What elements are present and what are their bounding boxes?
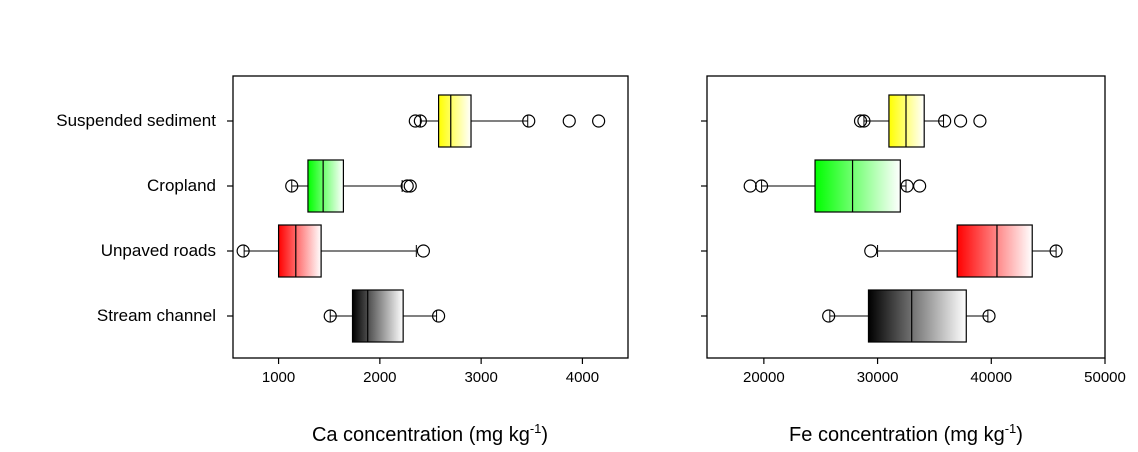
- category-label-cropland: Cropland: [147, 176, 216, 195]
- outlier-point: [400, 179, 414, 193]
- outlier-point: [973, 114, 987, 128]
- ca-x-axis-ticks: 1000 2000 3000 4000: [227, 120, 599, 386]
- outlier-point: [403, 179, 417, 193]
- outlier-point: [982, 309, 996, 323]
- outlier-point: [822, 309, 836, 323]
- ca-x-tick-label: 2000: [363, 369, 396, 386]
- ca-plot-frame: [232, 75, 629, 359]
- ca-x-axis-title: Ca concentration (mg kg-1): [312, 421, 548, 446]
- fe-box-cropland: [743, 159, 927, 213]
- ca-box-suspended-sediment: [408, 94, 606, 148]
- outlier-point: [864, 244, 878, 258]
- outlier-point: [913, 179, 927, 193]
- ca-boxes: [236, 94, 606, 343]
- fe-plot-frame: [706, 75, 1106, 359]
- outlier-point: [857, 114, 871, 128]
- outlier-point: [416, 244, 431, 258]
- iqr-box: [438, 94, 472, 148]
- outlier-point: [323, 309, 337, 323]
- iqr-box: [814, 159, 901, 213]
- outlier-point: [562, 114, 576, 128]
- fe-boxes: [743, 94, 1063, 343]
- outlier-point: [432, 309, 446, 323]
- outlier-point: [592, 114, 606, 128]
- category-label-unpaved-roads: Unpaved roads: [101, 241, 216, 260]
- outlier-point: [853, 114, 868, 128]
- outlier-point: [408, 114, 422, 128]
- ca-box-stream-channel: [323, 289, 446, 343]
- ca-box-unpaved-roads: [236, 224, 431, 278]
- iqr-box: [277, 224, 322, 278]
- fe-x-tick-label: 50000: [1084, 369, 1126, 386]
- fe-box-suspended-sediment: [853, 94, 987, 148]
- ca-x-tick-label: 4000: [566, 369, 599, 386]
- fe-x-axis-ticks: 20000 30000 40000 50000: [701, 120, 1126, 386]
- iqr-box: [956, 224, 1033, 278]
- iqr-box: [351, 289, 404, 343]
- category-label-suspended-sediment: Suspended sediment: [56, 111, 216, 130]
- ca-category-labels: Suspended sediment Cropland Unpaved road…: [56, 111, 216, 325]
- ca-x-tick-label: 3000: [464, 369, 497, 386]
- fe-x-tick-label: 30000: [857, 369, 899, 386]
- fe-x-tick-label: 20000: [743, 369, 785, 386]
- outlier-point: [522, 114, 536, 128]
- outlier-point: [1049, 244, 1063, 258]
- outlier-point: [285, 179, 299, 193]
- fe-box-stream-channel: [822, 289, 996, 343]
- ca-box-cropland: [285, 159, 417, 213]
- category-label-stream-channel: Stream channel: [97, 306, 216, 325]
- outlier-point: [938, 114, 952, 128]
- fe-panel: 20000 30000 40000 50000 Fe concentration (m…: [701, 75, 1126, 446]
- ca-panel: Suspended sediment Cropland Unpaved road…: [56, 75, 629, 446]
- outlier-point: [953, 114, 968, 128]
- outlier-point: [236, 244, 250, 258]
- fe-x-tick-label: 40000: [970, 369, 1012, 386]
- iqr-box: [307, 159, 344, 213]
- fe-x-axis-title: Fe concentration (mg kg-1): [789, 421, 1023, 446]
- fe-box-unpaved-roads: [864, 224, 1063, 278]
- ca-x-tick-label: 1000: [262, 369, 295, 386]
- outlier-point: [754, 179, 769, 193]
- outlier-point: [413, 114, 427, 128]
- outlier-point: [743, 179, 757, 193]
- iqr-box: [867, 289, 967, 343]
